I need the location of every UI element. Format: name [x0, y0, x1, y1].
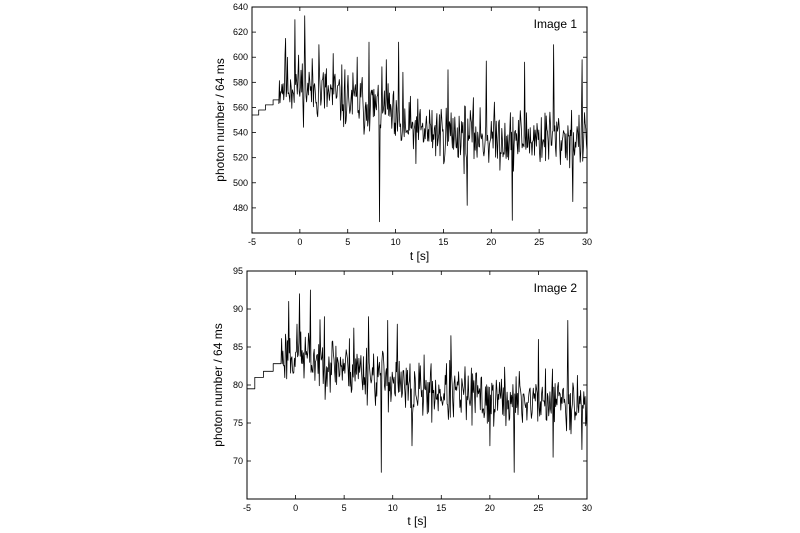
series-group [252, 15, 588, 223]
y-axis-label: photon number / 64 ms [211, 323, 225, 446]
y-tick-label: 620 [233, 27, 248, 37]
y-tick-label: 640 [233, 2, 248, 12]
panel-2: -5 0 5 10 15 20 25 30 70 75 80 85 90 95 Image 2 t [s]… [211, 266, 592, 528]
x-tick-label: 15 [438, 237, 448, 247]
x-tick-label: 20 [485, 503, 495, 513]
x-tick-label: 0 [297, 237, 302, 247]
x-tick-label: 25 [534, 237, 544, 247]
y-tick-label: 540 [233, 128, 248, 138]
tick-group: -5 0 5 10 15 20 25 30 480 500 520 540 560 580 600 620 64… [233, 2, 592, 247]
y-tick-label: 90 [233, 304, 243, 314]
y-tick-label: 480 [233, 203, 248, 213]
y-tick-label: 70 [233, 456, 243, 466]
y-tick-label: 600 [233, 52, 248, 62]
tick-group: -5 0 5 10 15 20 25 30 70 75 80 85 90 95 [233, 266, 592, 513]
panel-label: Image 1 [534, 17, 578, 31]
x-tick-label: 10 [388, 503, 398, 513]
x-tick-label: 25 [533, 503, 543, 513]
series-group [247, 289, 588, 473]
plot-frame [251, 6, 588, 234]
x-tick-label: 30 [582, 503, 592, 513]
panel-label: Image 2 [534, 281, 578, 295]
y-tick-label: 580 [233, 77, 248, 87]
y-axis-label: photon number / 64 ms [213, 58, 227, 181]
series-line-step [247, 363, 281, 390]
x-axis-label: t [s] [410, 249, 429, 263]
x-tick-label: 0 [293, 503, 298, 513]
y-tick-label: 520 [233, 153, 248, 163]
series-line-step [252, 99, 279, 116]
x-tick-label: 10 [391, 237, 401, 247]
series-line-signal [280, 289, 588, 473]
series-line-signal [278, 15, 588, 223]
x-tick-label: 30 [582, 237, 592, 247]
x-tick-label: 15 [436, 503, 446, 513]
y-tick-label: 85 [233, 342, 243, 352]
panel-1: -5 0 5 10 15 20 25 30 480 500 520 540 560 580 600 620 64… [213, 2, 592, 263]
x-tick-label: 20 [486, 237, 496, 247]
x-tick-label: 5 [342, 503, 347, 513]
x-tick-label: -5 [243, 503, 251, 513]
x-tick-label: -5 [248, 237, 256, 247]
y-tick-label: 560 [233, 102, 248, 112]
y-tick-label: 500 [233, 178, 248, 188]
x-tick-label: 5 [345, 237, 350, 247]
y-tick-label: 95 [233, 266, 243, 276]
y-tick-label: 75 [233, 418, 243, 428]
y-tick-label: 80 [233, 380, 243, 390]
x-axis-label: t [s] [407, 514, 426, 528]
